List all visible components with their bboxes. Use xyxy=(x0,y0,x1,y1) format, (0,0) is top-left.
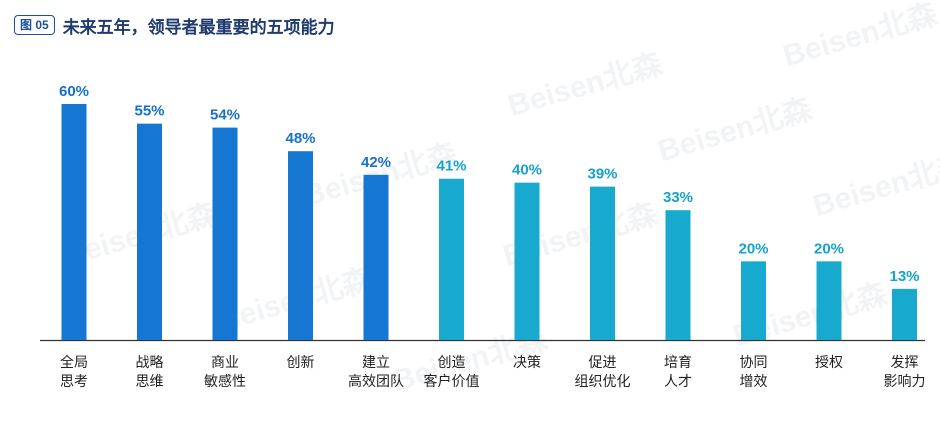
bar xyxy=(137,123,162,341)
data-label: 20% xyxy=(814,240,844,257)
bar xyxy=(514,182,540,340)
bar xyxy=(590,186,615,340)
data-label: 41% xyxy=(436,158,466,175)
figure-label: 图 05 xyxy=(14,15,55,35)
category-label: 影响力 xyxy=(884,374,926,390)
category-label: 客户价值 xyxy=(424,373,480,390)
bar xyxy=(288,151,313,340)
data-label: 42% xyxy=(361,154,391,171)
bar xyxy=(816,261,842,340)
chart-title: 未来五年，领导者最重要的五项能力 xyxy=(62,17,335,38)
category-label: 协同 xyxy=(740,355,768,371)
bar xyxy=(212,127,238,340)
category-label: 创造 xyxy=(438,355,466,371)
data-label: 48% xyxy=(285,130,315,147)
category-label: 决策 xyxy=(513,354,541,371)
data-label: 55% xyxy=(134,103,164,120)
bar xyxy=(363,174,389,340)
category-label: 增效 xyxy=(740,374,768,390)
data-label: 60% xyxy=(59,83,89,100)
category-label: 促进 xyxy=(589,355,617,371)
category-label: 思维 xyxy=(136,374,164,390)
bar xyxy=(665,210,691,340)
category-label: 敏感性 xyxy=(204,373,246,390)
category-label: 人才 xyxy=(664,374,692,390)
data-label: 13% xyxy=(889,268,919,285)
bar xyxy=(741,261,766,340)
data-label: 40% xyxy=(512,162,542,179)
data-label: 54% xyxy=(210,107,240,124)
data-label: 20% xyxy=(738,240,768,257)
bar xyxy=(61,104,87,340)
category-label: 商业 xyxy=(211,355,239,371)
chart-header: 图 05 未来五年，领导者最重要的五项能力 xyxy=(14,12,335,38)
data-label: 39% xyxy=(587,166,617,183)
category-label: 创新 xyxy=(287,355,315,371)
category-label: 发挥 xyxy=(891,355,919,371)
category-label: 组织优化 xyxy=(575,374,631,390)
category-label: 战略 xyxy=(136,355,164,371)
category-label: 全局 xyxy=(60,354,88,371)
category-label: 培育 xyxy=(664,355,692,371)
category-label: 建立 xyxy=(362,355,390,371)
bar xyxy=(439,178,464,340)
category-label: 高效团队 xyxy=(348,373,404,390)
bar xyxy=(892,288,917,340)
data-label: 33% xyxy=(663,189,693,206)
category-label: 思考 xyxy=(60,374,88,390)
category-label: 授权 xyxy=(815,355,843,371)
